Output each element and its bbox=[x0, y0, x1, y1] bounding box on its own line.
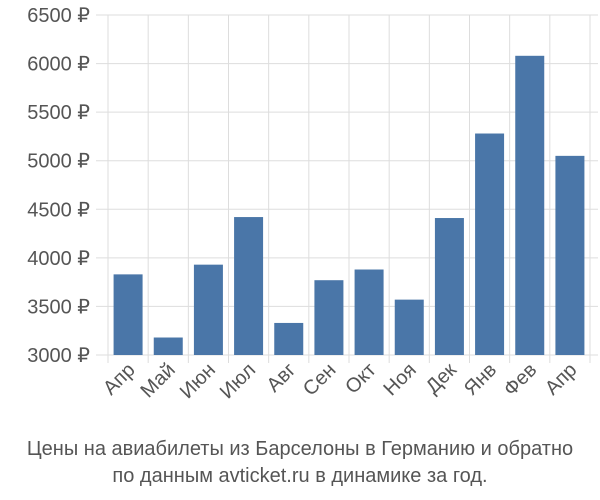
bar bbox=[475, 133, 505, 355]
bar bbox=[434, 218, 464, 355]
x-tick-label: Апр bbox=[541, 359, 582, 400]
bar bbox=[314, 280, 344, 355]
y-tick-label: 6000 ₽ bbox=[27, 54, 90, 76]
bar bbox=[153, 337, 183, 355]
x-tick-label: Фев bbox=[500, 359, 542, 401]
y-tick-label: 3500 ₽ bbox=[27, 296, 90, 318]
x-tick-label: Янв bbox=[460, 359, 501, 400]
x-tick-label: Май bbox=[137, 359, 180, 402]
bar bbox=[555, 155, 585, 355]
bar bbox=[515, 55, 545, 356]
chart-caption-line-2: по данным avticket.ru в динамике за год. bbox=[112, 465, 487, 487]
bar bbox=[234, 217, 264, 355]
y-tick-label: 5500 ₽ bbox=[27, 102, 90, 124]
chart-caption-line-1: Цены на авиабилеты из Барселоны в Герман… bbox=[27, 438, 573, 460]
x-tick-label: Ноя bbox=[379, 359, 420, 400]
x-tick-label: Апр bbox=[99, 359, 140, 400]
x-tick-label: Окт bbox=[341, 359, 380, 398]
x-tick-label: Июл bbox=[216, 359, 260, 403]
bars bbox=[113, 55, 585, 356]
y-tick-label: 6500 ₽ bbox=[27, 5, 90, 27]
x-tick-label: Сен bbox=[299, 359, 340, 400]
y-tick-label: 5000 ₽ bbox=[27, 151, 90, 173]
y-tick-label: 3000 ₽ bbox=[27, 345, 90, 367]
y-tick-label: 4500 ₽ bbox=[27, 199, 90, 221]
grid-lines bbox=[96, 14, 598, 363]
bar bbox=[113, 274, 143, 355]
bar bbox=[274, 322, 304, 355]
bar bbox=[394, 299, 424, 355]
y-tick-label: 4000 ₽ bbox=[27, 248, 90, 270]
x-tick-label: Авг bbox=[263, 359, 301, 397]
y-axis-ticks: 3000 ₽ 3500 ₽ 4000 ₽ 4500 ₽ 5000 ₽ 5500 ₽ 6000… bbox=[27, 5, 90, 367]
x-tick-label: Июн bbox=[176, 359, 220, 403]
x-tick-label: Дек bbox=[422, 359, 461, 398]
bar bbox=[354, 269, 384, 355]
bar bbox=[193, 264, 223, 355]
